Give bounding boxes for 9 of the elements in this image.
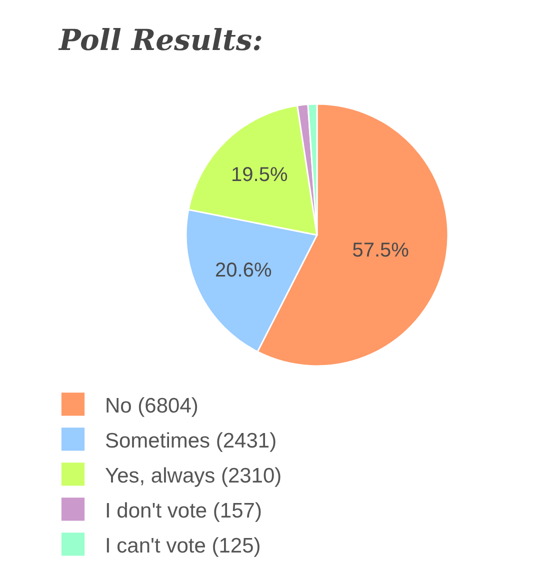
legend-label: I can't vote (125)	[105, 534, 261, 558]
data-label: 19.5%	[231, 164, 288, 186]
data-label: 57.5%	[352, 239, 410, 262]
legend-label: No (6804)	[105, 394, 198, 418]
legend-label: I don't vote (157)	[105, 499, 262, 522]
legend-label: Sometimes (2431)	[105, 429, 277, 452]
chart-title: Poll Results:	[58, 23, 263, 58]
data-label: 20.6%	[215, 260, 272, 282]
legend-label: Yes, always (2310)	[105, 464, 282, 488]
